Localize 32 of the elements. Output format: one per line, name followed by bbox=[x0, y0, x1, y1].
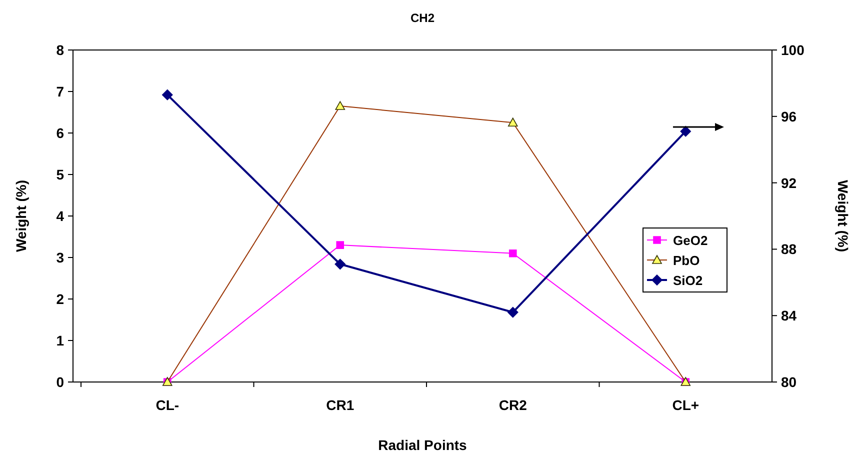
x-tick-label: CL+ bbox=[672, 397, 700, 413]
y2-tick-label: 96 bbox=[781, 108, 797, 124]
legend-label: PbO bbox=[673, 253, 700, 268]
y-axis-title: Weight (%) bbox=[13, 180, 29, 252]
y-tick-label: 5 bbox=[56, 166, 64, 182]
y-tick-label: 7 bbox=[56, 84, 64, 100]
y2-tick-label: 92 bbox=[781, 174, 797, 191]
y2-tick-label: 80 bbox=[781, 374, 797, 390]
point bbox=[334, 258, 346, 270]
point bbox=[508, 249, 517, 258]
x-tick-label: CL- bbox=[156, 397, 180, 413]
y-tick-label: 1 bbox=[56, 332, 64, 348]
x-tick-label: CR2 bbox=[498, 397, 528, 413]
y2-tick-label: 88 bbox=[781, 241, 797, 258]
y-tick-label: 2 bbox=[56, 291, 64, 307]
x-axis-title: Radial Points bbox=[378, 437, 468, 453]
chart-title: CH2 bbox=[410, 11, 435, 25]
point bbox=[336, 241, 344, 249]
legend-label: SiO2 bbox=[673, 273, 703, 288]
y-tick-label: 4 bbox=[56, 208, 64, 224]
y-tick-label: 8 bbox=[56, 42, 64, 58]
legend-label: GeO2 bbox=[673, 233, 708, 248]
y-tick-label: 3 bbox=[56, 250, 64, 266]
y-tick-label: 0 bbox=[56, 374, 64, 390]
y-tick-label: 6 bbox=[56, 125, 64, 141]
x-tick-label: CR1 bbox=[326, 397, 354, 413]
point bbox=[680, 126, 692, 137]
y2-tick-label: 100 bbox=[781, 42, 805, 58]
y2-axis-title: Weight (%) bbox=[835, 180, 851, 252]
point bbox=[507, 306, 518, 318]
point bbox=[162, 89, 173, 100]
y2-tick-label: 84 bbox=[781, 308, 797, 324]
